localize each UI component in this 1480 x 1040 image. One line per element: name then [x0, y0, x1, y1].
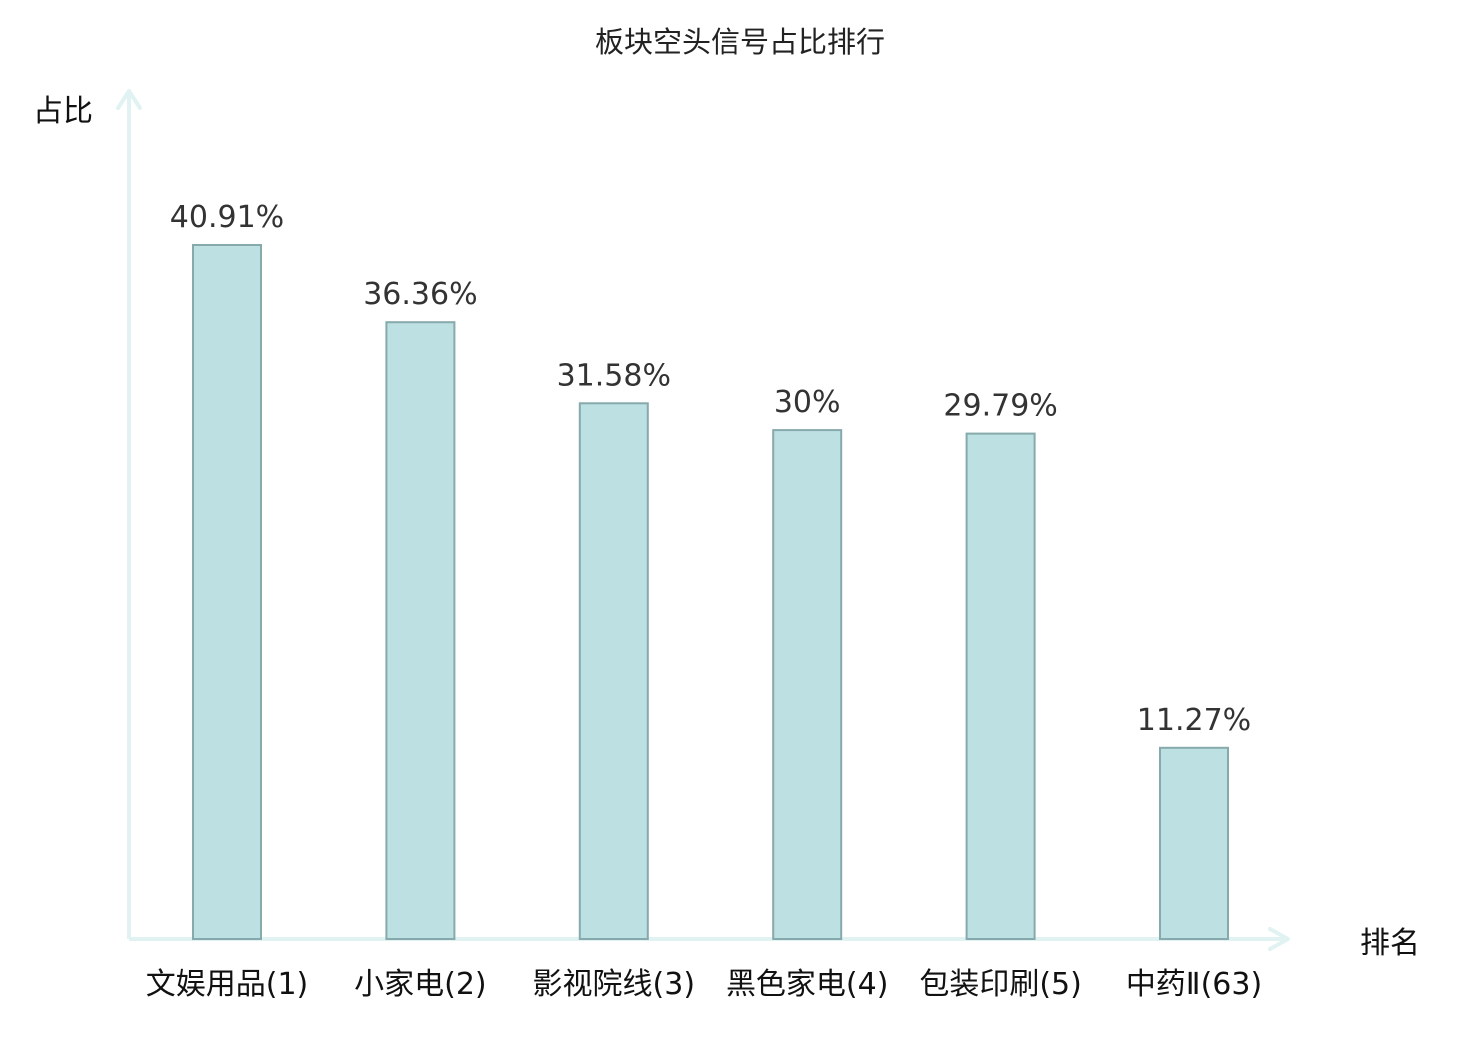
bar-2	[385, 321, 456, 940]
category-label-2: 小家电(2)	[354, 967, 487, 1002]
bars-group	[192, 244, 1229, 940]
value-label-1: 40.91%	[170, 200, 284, 235]
value-label-6: 11.27%	[1137, 703, 1251, 738]
category-labels-group: 文娱用品(1) 小家电(2) 影视院线(3) 黑色家电(4) 包装印刷(5) 中药Ⅱ(63…	[146, 967, 1262, 1002]
value-label-2: 36.36%	[363, 277, 477, 312]
y-axis-arrow	[116, 89, 142, 110]
value-label-4: 30%	[774, 385, 841, 420]
bar-4	[772, 429, 843, 940]
value-label-5: 29.79%	[943, 389, 1057, 424]
x-axis-label: 排名	[1360, 926, 1420, 961]
value-labels-group: 40.91% 36.36% 31.58% 30% 29.79% 11.27%	[170, 200, 1251, 738]
bar-6	[1159, 746, 1229, 940]
bar-5	[965, 432, 1036, 940]
category-label-3: 影视院线(3)	[533, 967, 696, 1002]
category-label-4: 黑色家电(4)	[726, 967, 889, 1002]
category-label-1: 文娱用品(1)	[146, 967, 309, 1002]
category-label-5: 包装印刷(5)	[919, 967, 1082, 1002]
x-axis-arrow	[1268, 927, 1290, 951]
chart-title: 板块空头信号占比排行	[595, 25, 885, 59]
bar-3	[578, 402, 649, 940]
category-label-6: 中药Ⅱ(63)	[1126, 967, 1262, 1002]
y-axis-label: 占比	[33, 94, 93, 129]
axes	[116, 89, 1290, 951]
bar-1	[192, 244, 262, 940]
value-label-3: 31.58%	[557, 358, 671, 393]
